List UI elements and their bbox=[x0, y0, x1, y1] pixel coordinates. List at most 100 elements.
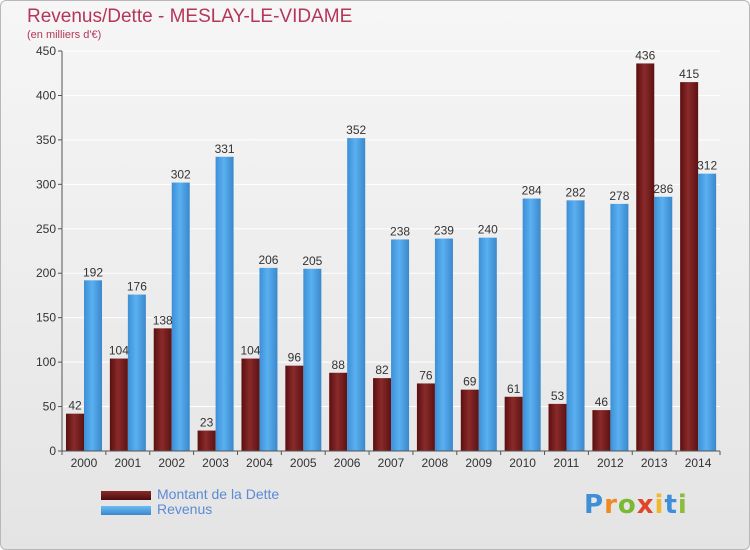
y-tick-label: 450 bbox=[36, 44, 56, 58]
data-label-debt: 436 bbox=[635, 48, 655, 62]
bar-revenue bbox=[84, 280, 102, 451]
data-label-revenue: 331 bbox=[215, 142, 235, 156]
bar-revenue bbox=[259, 267, 278, 451]
y-tick-label: 0 bbox=[49, 444, 56, 458]
y-tick-label: 50 bbox=[43, 400, 57, 414]
y-tick-label: 400 bbox=[36, 88, 56, 102]
x-tick-label: 2001 bbox=[114, 456, 141, 470]
data-label-debt: 42 bbox=[68, 399, 82, 413]
proxiti-logo: Proxiti bbox=[584, 490, 688, 520]
bar-debt bbox=[680, 82, 699, 451]
bar-debt bbox=[66, 413, 84, 451]
data-label-revenue: 284 bbox=[522, 184, 542, 198]
data-label-revenue: 352 bbox=[346, 123, 366, 137]
x-tick-label: 2005 bbox=[290, 456, 317, 470]
data-label-debt: 23 bbox=[200, 416, 214, 430]
bar-debt bbox=[109, 358, 128, 451]
data-label-revenue: 240 bbox=[478, 223, 498, 237]
data-label-debt: 138 bbox=[153, 313, 173, 327]
bar-revenue bbox=[566, 200, 585, 451]
y-tick-label: 150 bbox=[36, 311, 56, 325]
y-tick-label: 250 bbox=[36, 222, 56, 236]
bar-debt bbox=[504, 396, 523, 451]
bar-revenue bbox=[127, 294, 146, 451]
logo-letter: x bbox=[636, 490, 655, 520]
bar-revenue bbox=[478, 237, 497, 451]
y-tick-label: 200 bbox=[36, 266, 56, 280]
legend-label-revenue: Revenus bbox=[157, 501, 213, 517]
data-label-revenue: 282 bbox=[566, 185, 586, 199]
legend-label-debt: Montant de la Dette bbox=[157, 486, 280, 502]
data-label-revenue: 312 bbox=[697, 159, 717, 173]
y-tick-label: 100 bbox=[36, 355, 56, 369]
y-tick-label: 300 bbox=[36, 177, 56, 191]
data-label-revenue: 286 bbox=[653, 182, 673, 196]
x-tick-label: 2013 bbox=[641, 456, 668, 470]
bar-debt bbox=[592, 410, 611, 451]
x-tick-label: 2011 bbox=[554, 456, 580, 470]
bar-debt bbox=[241, 358, 260, 451]
logo-letter: r bbox=[604, 490, 618, 520]
logo-letter: t bbox=[664, 490, 678, 520]
data-label-debt: 53 bbox=[551, 389, 565, 403]
data-label-debt: 104 bbox=[240, 344, 260, 358]
bar-revenue bbox=[610, 203, 629, 451]
x-tick-label: 2000 bbox=[71, 456, 98, 470]
bar-debt bbox=[329, 372, 348, 451]
x-tick-label: 2012 bbox=[597, 456, 624, 470]
bar-debt bbox=[285, 365, 304, 451]
x-tick-label: 2009 bbox=[465, 456, 492, 470]
bar-debt bbox=[197, 430, 216, 451]
bar-debt bbox=[636, 63, 655, 451]
legend-swatches bbox=[101, 491, 151, 515]
x-tick-label: 2004 bbox=[246, 456, 273, 470]
x-tick-label: 2014 bbox=[685, 456, 712, 470]
data-label-revenue: 302 bbox=[171, 168, 191, 182]
data-label-debt: 82 bbox=[375, 363, 389, 377]
bar-revenue bbox=[434, 238, 453, 451]
bar-debt bbox=[373, 378, 392, 451]
bar-revenue bbox=[171, 182, 190, 452]
bar-revenue bbox=[698, 173, 717, 451]
data-label-revenue: 278 bbox=[609, 189, 629, 203]
data-label-debt: 76 bbox=[419, 368, 433, 382]
data-label-revenue: 176 bbox=[127, 280, 147, 294]
x-tick-label: 2006 bbox=[334, 456, 361, 470]
bar-debt bbox=[548, 403, 567, 451]
x-tick-label: 2010 bbox=[509, 456, 536, 470]
bar-revenue bbox=[303, 268, 322, 451]
logo-letter: P bbox=[584, 490, 605, 520]
legend-swatch-revenue bbox=[101, 506, 151, 515]
data-label-debt: 96 bbox=[288, 351, 302, 365]
x-tick-label: 2003 bbox=[202, 456, 229, 470]
data-label-debt: 69 bbox=[463, 375, 477, 389]
bar-revenue bbox=[391, 239, 410, 451]
y-tick-label: 350 bbox=[36, 133, 56, 147]
logo-letter: o bbox=[617, 490, 637, 520]
data-label-debt: 46 bbox=[595, 395, 609, 409]
chart-subtitle: (en milliers d'€) bbox=[27, 29, 102, 41]
data-label-revenue: 238 bbox=[390, 224, 410, 238]
data-label-revenue: 206 bbox=[258, 253, 278, 267]
logo-letter: i bbox=[677, 490, 688, 520]
legend-swatch-debt bbox=[101, 491, 151, 500]
x-tick-label: 2002 bbox=[158, 456, 185, 470]
data-label-debt: 415 bbox=[679, 67, 699, 81]
data-label-revenue: 239 bbox=[434, 224, 454, 238]
x-tick-label: 2007 bbox=[378, 456, 405, 470]
bar-revenue bbox=[522, 198, 541, 451]
bar-revenue bbox=[347, 138, 366, 451]
data-label-debt: 88 bbox=[332, 358, 346, 372]
data-label-revenue: 205 bbox=[302, 254, 322, 268]
x-tick-label: 2008 bbox=[422, 456, 449, 470]
data-label-revenue: 192 bbox=[83, 265, 103, 279]
chart-title: Revenus/Dette - MESLAY-LE-VIDAME bbox=[27, 6, 353, 27]
bar-revenue bbox=[654, 196, 673, 451]
bar-debt bbox=[460, 389, 479, 451]
data-label-debt: 104 bbox=[109, 344, 129, 358]
bar-debt bbox=[416, 383, 435, 451]
data-label-debt: 61 bbox=[507, 382, 521, 396]
bar-debt bbox=[153, 328, 172, 451]
